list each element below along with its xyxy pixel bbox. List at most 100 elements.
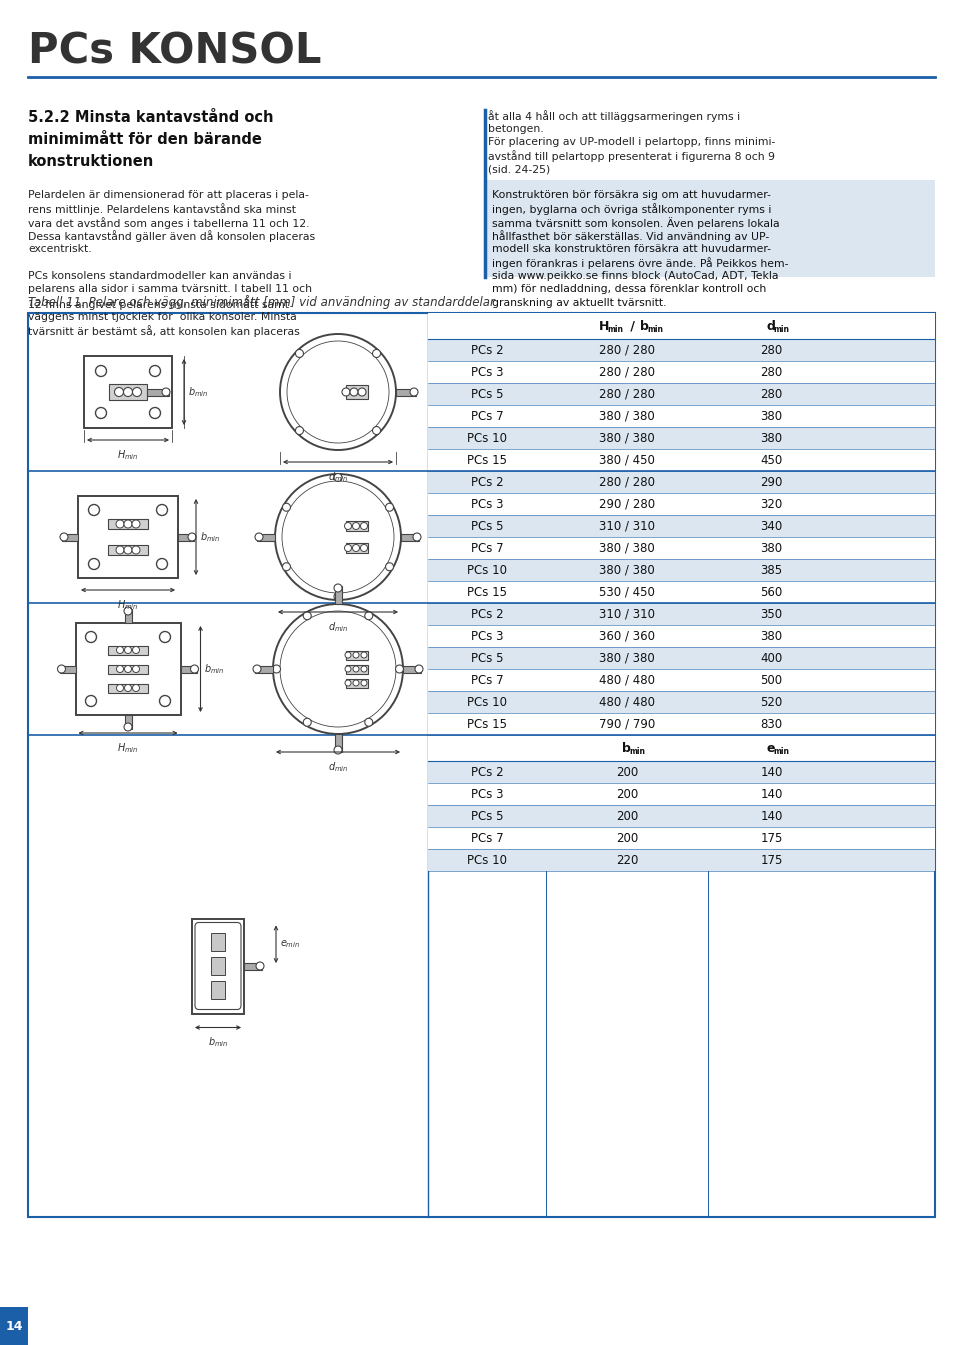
Circle shape [156, 558, 167, 569]
Bar [346, 678, 368, 687]
Circle shape [190, 664, 199, 672]
Text: min: min [607, 324, 623, 334]
Circle shape [95, 408, 107, 418]
Circle shape [132, 685, 139, 691]
Bar [428, 560, 935, 581]
Circle shape [345, 681, 351, 686]
Text: 380 / 380: 380 / 380 [599, 651, 655, 664]
Text: 175: 175 [760, 854, 782, 866]
Text: 380: 380 [760, 629, 782, 643]
Circle shape [150, 366, 160, 377]
Circle shape [282, 503, 291, 511]
Bar [428, 360, 935, 383]
Bar [428, 449, 935, 471]
Circle shape [372, 426, 380, 434]
Bar [211, 958, 225, 975]
Text: 530 / 450: 530 / 450 [599, 585, 655, 599]
Bar [125, 609, 132, 623]
Circle shape [88, 558, 100, 569]
Text: b: b [640, 320, 649, 332]
Text: pelarens alla sidor i samma tvärsnitt. I tabell 11 och: pelarens alla sidor i samma tvärsnitt. I… [28, 285, 312, 295]
Text: PCs 3: PCs 3 [470, 629, 503, 643]
Circle shape [88, 504, 100, 515]
Text: PCs 2: PCs 2 [470, 765, 503, 779]
Circle shape [415, 664, 423, 672]
Circle shape [85, 632, 97, 643]
Circle shape [275, 473, 401, 600]
Circle shape [353, 652, 359, 658]
Circle shape [353, 681, 359, 686]
Text: 380 / 380: 380 / 380 [599, 432, 655, 444]
Text: $H_{min}$: $H_{min}$ [117, 448, 139, 461]
Bar [428, 537, 935, 560]
Text: 280: 280 [760, 366, 782, 378]
Text: 380: 380 [760, 409, 782, 422]
Text: $b_{min}$: $b_{min}$ [204, 662, 225, 677]
Text: samma tvärsnitt som konsolen. Även pelarens lokala: samma tvärsnitt som konsolen. Även pelar… [492, 217, 780, 229]
Circle shape [361, 545, 368, 551]
Text: PCs KONSOL: PCs KONSOL [28, 30, 322, 73]
Circle shape [95, 366, 107, 377]
Circle shape [358, 387, 366, 395]
Bar [178, 534, 194, 541]
Bar [428, 581, 935, 603]
Text: 280 / 280: 280 / 280 [599, 387, 655, 401]
Text: 12 finns angivet pelarens minsta sidomått samt: 12 finns angivet pelarens minsta sidomåt… [28, 299, 289, 309]
Circle shape [280, 334, 396, 451]
Circle shape [132, 647, 139, 654]
Text: 140: 140 [760, 788, 782, 800]
Text: min: min [629, 746, 645, 756]
Text: hållfasthet bör säkerställas. Vid användning av UP-: hållfasthet bör säkerställas. Vid använd… [492, 230, 769, 242]
Bar [346, 651, 368, 659]
Circle shape [342, 387, 350, 395]
Bar [108, 646, 148, 655]
Bar [428, 471, 935, 494]
Text: PCs 5: PCs 5 [470, 387, 503, 401]
Circle shape [159, 695, 171, 706]
Circle shape [162, 387, 170, 395]
Text: $d_{min}$: $d_{min}$ [327, 469, 348, 484]
FancyBboxPatch shape [195, 923, 241, 1010]
Circle shape [282, 562, 291, 570]
Circle shape [345, 545, 351, 551]
Text: 140: 140 [760, 765, 782, 779]
Text: PCs 3: PCs 3 [470, 366, 503, 378]
Circle shape [116, 521, 124, 529]
Text: 200: 200 [616, 765, 638, 779]
Text: 5.2.2 Minsta kantavstånd och: 5.2.2 Minsta kantavstånd och [28, 110, 274, 125]
Bar [108, 519, 148, 529]
Text: konstruktionen: konstruktionen [28, 153, 155, 169]
Circle shape [361, 652, 367, 658]
Circle shape [296, 350, 303, 358]
Circle shape [396, 664, 403, 672]
Bar [28, 313, 935, 1217]
Text: granskning av aktuellt tvärsnitt.: granskning av aktuellt tvärsnitt. [492, 299, 666, 308]
Text: 200: 200 [616, 788, 638, 800]
Text: 200: 200 [616, 810, 638, 823]
Bar [147, 389, 169, 395]
Text: 14: 14 [5, 1319, 23, 1333]
Text: Dessa kantavstånd gäller även då konsolen placeras: Dessa kantavstånd gäller även då konsole… [28, 230, 315, 242]
Circle shape [345, 666, 351, 672]
Bar [428, 494, 935, 515]
Bar [180, 666, 197, 672]
Bar [334, 734, 342, 752]
Circle shape [353, 666, 359, 672]
Text: väggens minst tjocklek för  olika konsoler. Minsta: väggens minst tjocklek för olika konsole… [28, 312, 297, 321]
Text: Konstruktören bör försäkra sig om att huvudarmer-: Konstruktören bör försäkra sig om att hu… [492, 190, 771, 200]
Bar [428, 405, 935, 426]
Text: (sid. 24-25): (sid. 24-25) [488, 164, 550, 174]
Circle shape [273, 604, 403, 734]
Bar [125, 716, 132, 729]
Text: vara det avstånd som anges i tabellerna 11 och 12.: vara det avstånd som anges i tabellerna … [28, 217, 309, 229]
Circle shape [410, 387, 418, 395]
Text: 360 / 360: 360 / 360 [599, 629, 655, 643]
Circle shape [361, 522, 368, 530]
Circle shape [125, 685, 132, 691]
Text: PCs 10: PCs 10 [467, 854, 507, 866]
Bar [109, 385, 147, 399]
Circle shape [303, 718, 311, 726]
Bar [428, 734, 935, 761]
Text: mm) för nedladdning, dessa förenklar kontroll och: mm) för nedladdning, dessa förenklar kon… [492, 285, 766, 295]
Text: PCs 7: PCs 7 [470, 409, 503, 422]
